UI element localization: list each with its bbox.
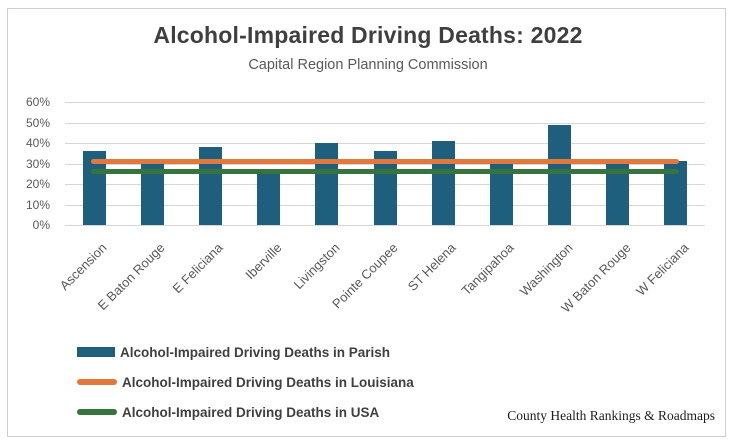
legend-swatch-parish-bar bbox=[77, 347, 115, 357]
reference-line-louisiana bbox=[91, 158, 679, 165]
y-axis-tick-label: 40% bbox=[25, 136, 50, 150]
y-axis-tick-label: 30% bbox=[25, 156, 50, 171]
source-credit: County Health Rankings & Roadmaps bbox=[507, 408, 715, 423]
y-axis-tick-label: 50% bbox=[25, 115, 50, 130]
gridline bbox=[65, 225, 705, 226]
bar bbox=[664, 161, 688, 225]
gridline bbox=[65, 143, 705, 144]
legend-item-usa: Alcohol-Impaired Driving Deaths in USA bbox=[77, 400, 379, 424]
reference-line-usa bbox=[91, 168, 679, 175]
x-axis-category-label: W Baton Rouge bbox=[557, 240, 634, 316]
y-axis-tick-label: 20% bbox=[25, 177, 50, 191]
bar bbox=[489, 163, 513, 225]
gridline bbox=[65, 102, 705, 103]
chart-subtitle: Capital Region Planning Commission bbox=[248, 57, 488, 73]
legend-swatch-usa-line bbox=[77, 409, 117, 415]
y-axis-tick-label: 10% bbox=[25, 197, 50, 212]
legend-item-label: Alcohol-Impaired Driving Deaths in Paris… bbox=[120, 344, 391, 360]
bar bbox=[606, 163, 630, 225]
gridline bbox=[65, 122, 705, 124]
bar bbox=[198, 147, 222, 225]
x-axis-category-label: W Feliciana bbox=[632, 240, 692, 299]
legend-item-louisiana: Alcohol-Impaired Driving Deaths in Louis… bbox=[77, 370, 414, 394]
y-axis-tick-label: 0% bbox=[32, 218, 50, 232]
bar bbox=[548, 124, 572, 225]
bar bbox=[257, 173, 281, 225]
legend-item-label: Alcohol-Impaired Driving Deaths in Louis… bbox=[122, 374, 414, 390]
chart-title: Alcohol-Impaired Driving Deaths: 2022 bbox=[153, 22, 583, 48]
bar bbox=[315, 143, 339, 225]
legend-item-parish: Alcohol-Impaired Driving Deaths in Paris… bbox=[77, 340, 390, 364]
bar bbox=[431, 140, 455, 225]
legend-swatch-louisiana-line bbox=[77, 379, 117, 385]
legend: Alcohol-Impaired Driving Deaths in Paris… bbox=[77, 340, 497, 430]
bar bbox=[140, 161, 164, 225]
y-axis-tick-label: 60% bbox=[25, 95, 50, 109]
legend-item-label: Alcohol-Impaired Driving Deaths in USA bbox=[122, 404, 380, 420]
chart-frame bbox=[7, 8, 726, 437]
